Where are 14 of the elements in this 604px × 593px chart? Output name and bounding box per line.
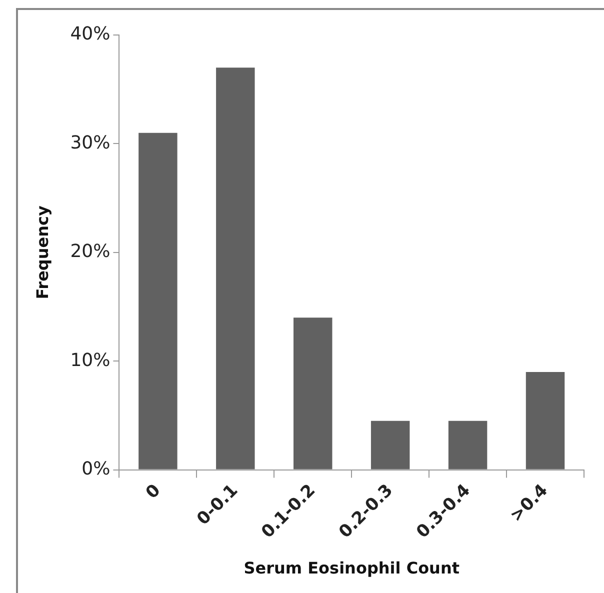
x-tick-label: 0 xyxy=(142,480,165,504)
bar xyxy=(216,68,255,470)
bar xyxy=(448,420,488,470)
bar xyxy=(526,372,565,470)
y-tick-label: 40% xyxy=(70,24,110,45)
bar xyxy=(294,318,332,470)
y-tick-label: 10% xyxy=(70,350,110,371)
bar xyxy=(370,420,410,470)
y-tick-label: 30% xyxy=(70,132,110,154)
x-axis-title: Serum Eosinophil Count xyxy=(244,558,460,578)
y-axis-title: Frequency xyxy=(32,205,52,300)
y-tick-label: 0% xyxy=(82,458,110,480)
bar xyxy=(138,132,178,470)
y-tick-label: 20% xyxy=(70,241,110,262)
